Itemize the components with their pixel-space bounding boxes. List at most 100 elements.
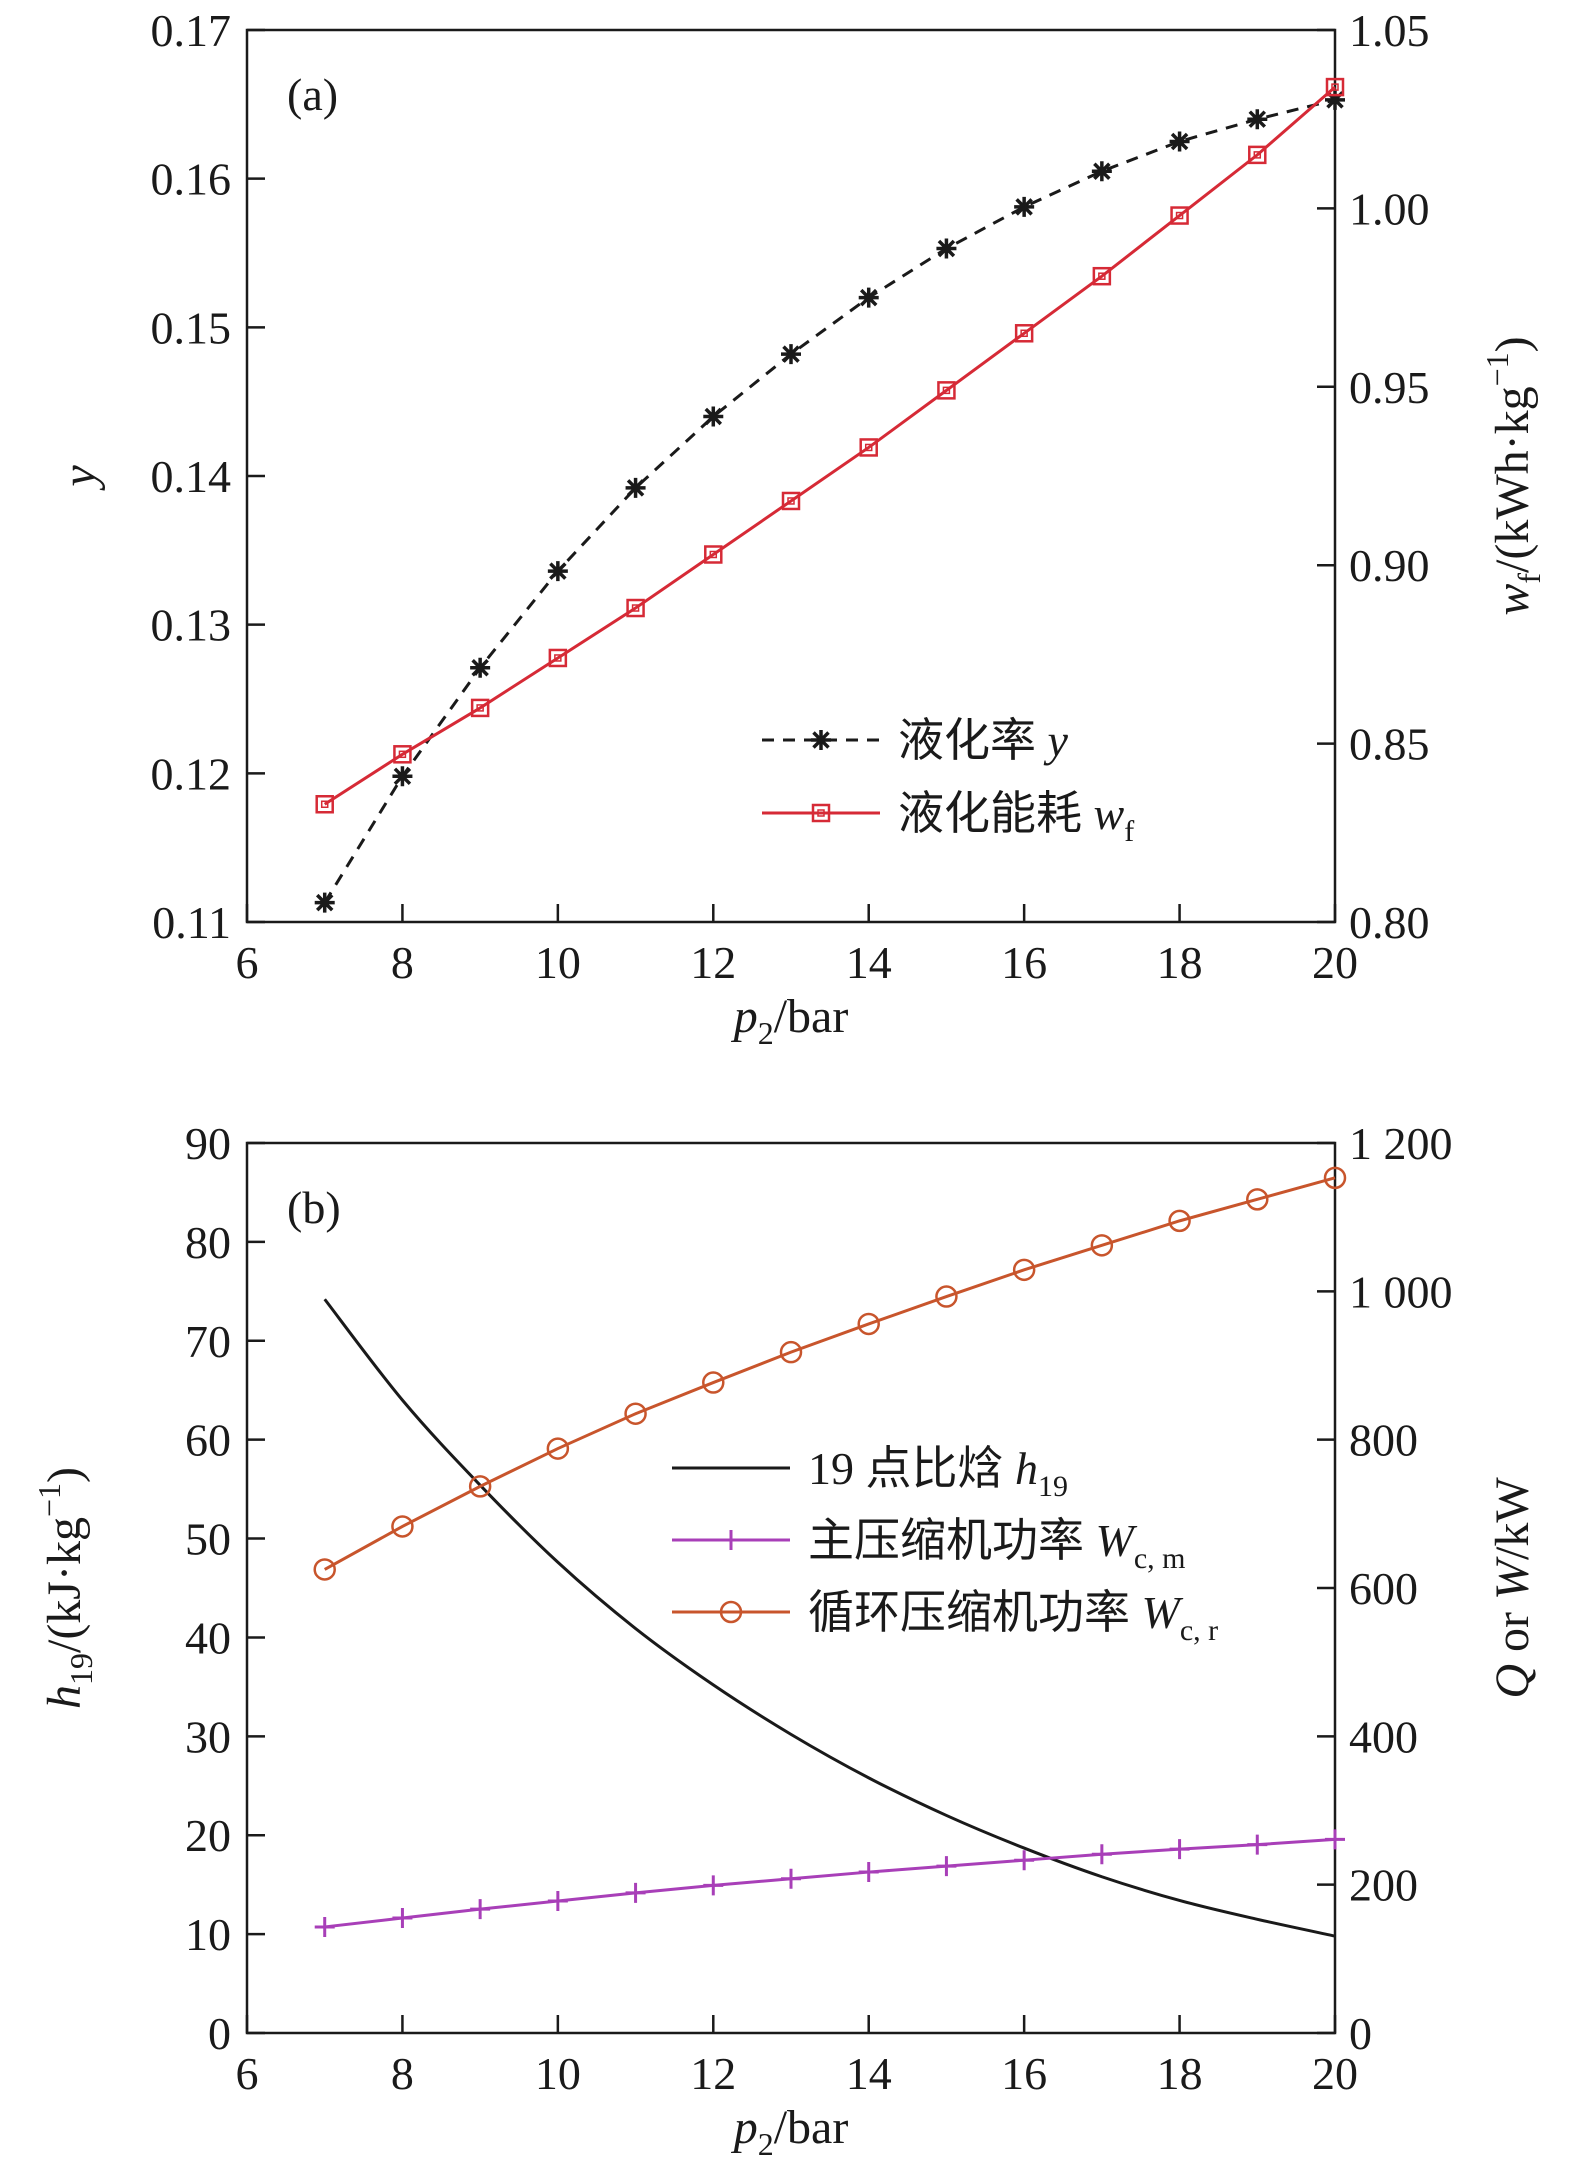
y-right-axis-label: wf/(kWh·kg−1) <box>1479 336 1547 615</box>
square-marker-inner <box>709 550 718 559</box>
x-axis-label: p2/bar <box>731 990 849 1051</box>
square-marker <box>1092 266 1112 286</box>
square-marker-inner <box>631 604 640 612</box>
y-right-tick-label: 0.95 <box>1349 362 1430 413</box>
circle-marker <box>313 1558 336 1581</box>
square-marker-inner <box>398 750 407 759</box>
asterisk-marker <box>1091 161 1112 182</box>
circle-marker <box>1168 1209 1191 1233</box>
plus-marker <box>781 1868 801 1889</box>
y-right-tick-label: 200 <box>1349 1860 1418 1911</box>
y-left-tick-label: 10 <box>185 1909 231 1960</box>
legend: 液化率 y 液化能耗 wf <box>762 715 1134 848</box>
series-2 <box>315 77 1345 814</box>
y-right-tick-label: 1 000 <box>1349 1266 1453 1317</box>
legend-item: 主压缩机功率 Wc, m <box>672 1515 1185 1575</box>
square-marker <box>470 698 490 718</box>
y-left-tick-label: 0.14 <box>151 451 232 502</box>
circle-marker <box>391 1515 414 1538</box>
x-axis: 6 8 10 12 14 16 18 20 <box>236 2015 1358 2099</box>
circle-marker <box>702 1371 725 1394</box>
asterisk-marker <box>1325 89 1345 110</box>
plus-marker <box>392 1908 413 1929</box>
asterisk-marker <box>1014 196 1035 217</box>
square-marker-inner <box>1175 211 1184 220</box>
square-marker-inner <box>942 386 951 395</box>
square-marker-inner <box>1253 151 1262 159</box>
circle-marker <box>468 1475 492 1498</box>
square-marker <box>1325 77 1345 97</box>
circle-marker <box>546 1437 570 1460</box>
square-marker-inner <box>1020 329 1028 338</box>
square-marker <box>781 491 801 511</box>
plus-marker <box>703 1875 724 1896</box>
x-axis: 6 8 10 12 14 16 18 20 <box>236 904 1358 988</box>
y-right-tick-label: 1 200 <box>1349 1118 1453 1169</box>
y-left-tick-label: 0.15 <box>151 302 232 353</box>
y-right-axis-label: Q or W/kW <box>1486 1477 1539 1699</box>
square-marker <box>1014 324 1034 343</box>
circle-marker <box>624 1402 647 1425</box>
square-marker <box>1170 206 1189 225</box>
asterisk-marker <box>547 561 568 582</box>
y-right-tick-label: 1.00 <box>1349 183 1430 234</box>
legend: 19 点比焓 h19 主压缩机功率 Wc, m 循环压缩机功率 Wc, r <box>672 1443 1218 1647</box>
x-tick-label: 12 <box>690 937 736 988</box>
x-axis-label: p2/bar <box>731 2101 849 2162</box>
y-left-tick-label: 0.16 <box>151 154 232 205</box>
square-marker <box>548 648 568 668</box>
square-marker <box>315 795 334 814</box>
y-left-tick-label: 60 <box>185 1415 231 1466</box>
circle-marker <box>1090 1234 1114 1257</box>
square-marker-inner <box>554 654 562 662</box>
y-right-tick-label: 1.05 <box>1349 5 1430 56</box>
square-marker-inner <box>787 497 795 505</box>
x-tick-label: 8 <box>391 2048 414 2099</box>
circle-marker <box>857 1312 880 1336</box>
square-marker <box>859 438 878 457</box>
plus-marker <box>547 1890 568 1911</box>
plus-marker <box>625 1882 646 1903</box>
x-tick-label: 12 <box>690 2048 736 2099</box>
y-left-axis-label: y <box>53 465 106 492</box>
x-tick-label: 8 <box>391 937 414 988</box>
y-axis-left: 0 10 20 30 40 50 60 70 80 90 <box>185 1118 265 2059</box>
legend-label: 主压缩机功率 Wc, m <box>808 1515 1185 1575</box>
square-marker-inner <box>817 809 825 817</box>
asterisk-marker <box>936 238 957 259</box>
x-tick-label: 16 <box>1001 937 1047 988</box>
x-tick-label: 6 <box>236 2048 259 2099</box>
x-tick-label: 14 <box>846 2048 892 2099</box>
plot-frame <box>245 28 1337 924</box>
square-marker <box>626 598 645 618</box>
square-marker <box>1248 145 1267 165</box>
square-marker <box>393 745 412 764</box>
y-left-tick-label: 90 <box>185 1118 231 1169</box>
series-line <box>323 98 1336 904</box>
legend-label: 19 点比焓 h19 <box>808 1443 1068 1503</box>
y-left-tick-label: 70 <box>185 1316 231 1367</box>
asterisk-marker <box>1247 109 1268 130</box>
asterisk-marker <box>858 287 879 308</box>
asterisk-marker <box>470 657 491 678</box>
y-left-tick-label: 0.17 <box>151 5 232 56</box>
circle-marker <box>1246 1188 1269 1211</box>
asterisk-marker <box>781 344 801 365</box>
legend-item: 液化能耗 wf <box>762 788 1134 848</box>
square-marker-inner <box>1331 83 1339 91</box>
square-marker-inner <box>1098 272 1106 280</box>
y-right-tick-label: 0.85 <box>1349 719 1430 770</box>
panel-a: 6 8 10 12 14 16 18 200.110.120.130.140.150.160.… <box>53 5 1547 1051</box>
series-line <box>324 1837 1336 1929</box>
y-axis-right: 0.80 0.85 0.90 0.95 1.00 1.05 <box>1317 5 1430 948</box>
y-left-tick-label: 40 <box>185 1612 231 1663</box>
y-right-tick-label: 0.80 <box>1349 897 1430 948</box>
plus-marker <box>1325 1829 1345 1850</box>
plus-marker <box>1014 1850 1035 1871</box>
y-left-tick-label: 0 <box>208 2008 231 2059</box>
square-marker-inner <box>864 443 873 452</box>
series-3 <box>313 1166 1347 1581</box>
plus-marker <box>470 1899 491 1920</box>
circle-marker <box>719 1600 743 1624</box>
